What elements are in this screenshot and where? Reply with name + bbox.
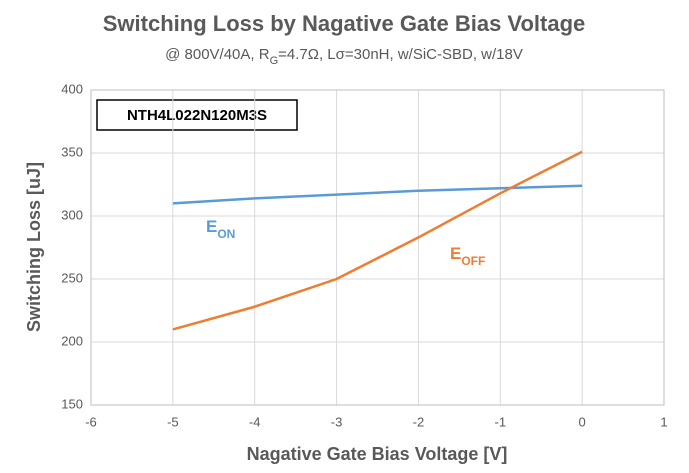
x-tick-label: -1 — [495, 414, 507, 429]
x-tick-label: 0 — [579, 414, 586, 429]
series-label: EON — [206, 217, 235, 241]
subtitle-part: =4.7Ω, Lσ=30nH, w/SiC-SBD, w/18V — [278, 46, 523, 63]
y-tick-label: 400 — [61, 81, 83, 96]
x-tick-label: -2 — [413, 414, 425, 429]
series-label-sub: ON — [217, 227, 235, 241]
series-label-sub: OFF — [461, 254, 485, 268]
plot-border — [90, 89, 665, 406]
x-tick-label: -6 — [85, 414, 97, 429]
line — [172, 184, 583, 205]
y-axis-label: Switching Loss [uJ] — [24, 162, 44, 332]
x-tick-label: -4 — [249, 414, 261, 429]
annotation-box — [96, 99, 298, 131]
annotation: NTH4L022N120M3S — [127, 107, 267, 124]
chart-title: Switching Loss by Nagative Gate Bias Vol… — [103, 11, 586, 36]
x-axis-label: Nagative Gate Bias Voltage [V] — [247, 444, 508, 464]
series-label-main: E — [206, 217, 217, 236]
series-label-main: E — [450, 244, 461, 263]
series-label: EOFF — [450, 244, 485, 268]
y-tick-label: 250 — [61, 270, 83, 285]
line — [172, 150, 583, 331]
x-tick-label: 1 — [660, 414, 667, 429]
y-tick-label: 150 — [61, 396, 83, 411]
y-tick-label: 350 — [61, 144, 83, 159]
subtitle-part: @ 800V/40A, R — [165, 46, 270, 63]
x-tick-label: -3 — [331, 414, 343, 429]
chart-subtitle: @ 800V/40A, RG=4.7Ω, Lσ=30nH, w/SiC-SBD,… — [165, 46, 523, 67]
x-tick-label: -5 — [167, 414, 179, 429]
y-tick-label: 300 — [61, 207, 83, 222]
subtitle-part: G — [270, 55, 279, 67]
y-tick-label: 200 — [61, 333, 83, 348]
